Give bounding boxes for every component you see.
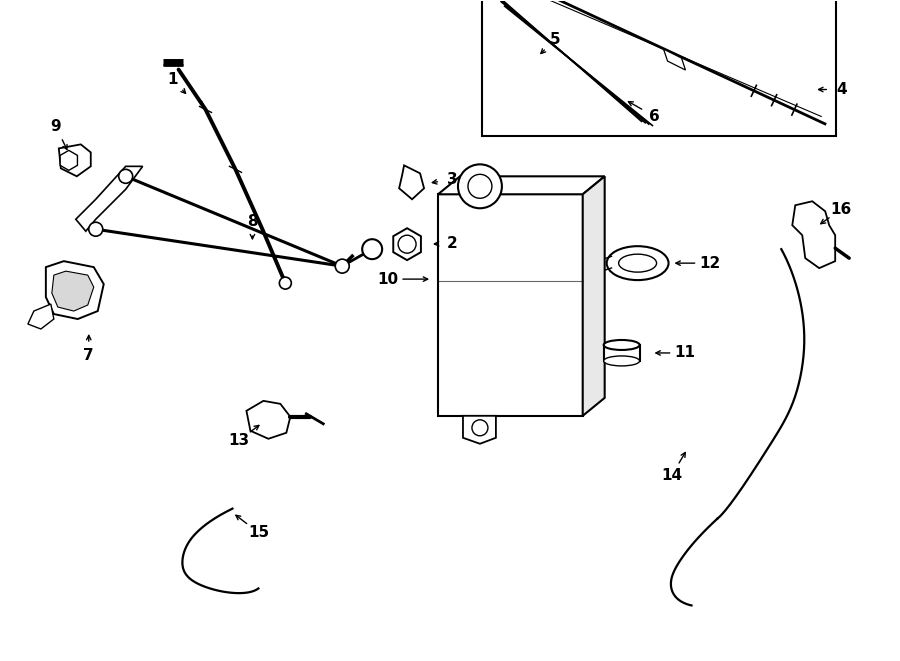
- Circle shape: [398, 235, 416, 253]
- Text: 5: 5: [550, 32, 560, 47]
- Polygon shape: [663, 49, 686, 70]
- Circle shape: [362, 239, 382, 259]
- Polygon shape: [438, 176, 605, 194]
- Text: 8: 8: [248, 214, 257, 229]
- Text: 14: 14: [661, 468, 682, 483]
- Polygon shape: [792, 201, 835, 268]
- Circle shape: [279, 277, 292, 289]
- Text: 12: 12: [698, 256, 720, 270]
- Polygon shape: [28, 304, 54, 329]
- Text: 1: 1: [167, 72, 178, 87]
- Polygon shape: [604, 345, 640, 361]
- Polygon shape: [76, 167, 142, 231]
- Bar: [438, 194, 582, 416]
- Polygon shape: [46, 261, 104, 319]
- Text: 16: 16: [831, 202, 851, 217]
- Text: 3: 3: [446, 172, 457, 187]
- Ellipse shape: [604, 340, 640, 350]
- Text: 2: 2: [446, 236, 457, 251]
- Text: 10: 10: [378, 272, 399, 287]
- Polygon shape: [399, 165, 424, 199]
- Circle shape: [335, 259, 349, 273]
- Text: 7: 7: [84, 348, 94, 364]
- Text: 13: 13: [228, 433, 249, 448]
- Polygon shape: [247, 401, 291, 439]
- Circle shape: [472, 420, 488, 436]
- Polygon shape: [58, 144, 91, 176]
- Text: 15: 15: [248, 525, 269, 540]
- Polygon shape: [52, 271, 94, 311]
- Circle shape: [468, 175, 492, 198]
- Text: 4: 4: [836, 82, 847, 97]
- Circle shape: [89, 222, 103, 236]
- Ellipse shape: [607, 246, 669, 280]
- Ellipse shape: [604, 356, 640, 366]
- Text: 6: 6: [649, 109, 660, 124]
- Polygon shape: [393, 228, 421, 260]
- Polygon shape: [463, 416, 496, 444]
- Text: 11: 11: [674, 346, 695, 360]
- Circle shape: [119, 169, 132, 183]
- Ellipse shape: [618, 254, 657, 272]
- Circle shape: [458, 165, 502, 208]
- Bar: [482, 0, 836, 136]
- Text: 9: 9: [50, 119, 61, 134]
- Polygon shape: [60, 151, 77, 171]
- Polygon shape: [582, 176, 605, 416]
